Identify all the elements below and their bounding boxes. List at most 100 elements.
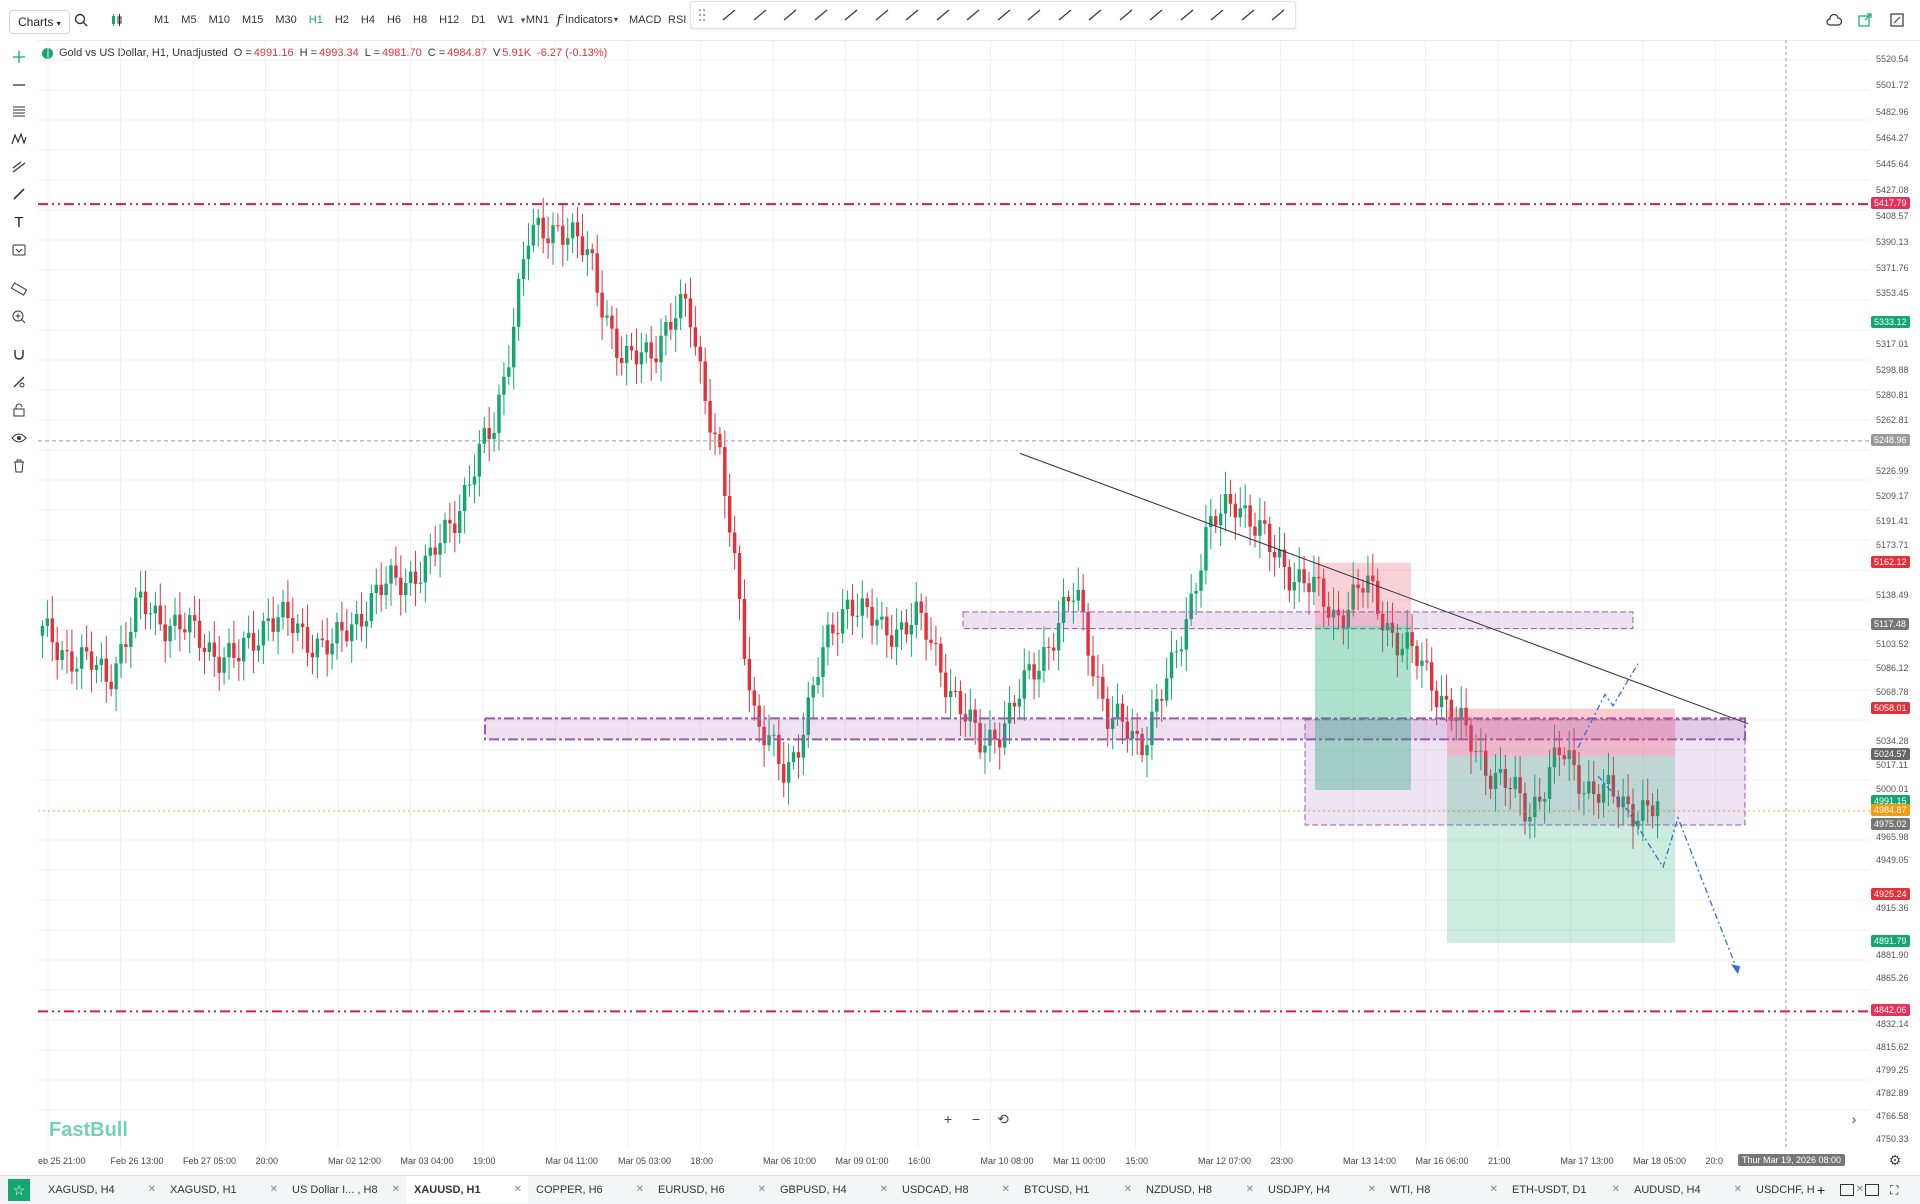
fullscreen-exit-icon[interactable] [1886, 9, 1908, 31]
timeframe-more-icon[interactable]: ▾ [520, 14, 526, 25]
symbol-tab[interactable]: WTI, H8 ✕ [1382, 1176, 1504, 1203]
draw-lock-icon[interactable] [8, 371, 30, 393]
symbol-tab[interactable]: USDJPY, H4 ✕ [1260, 1176, 1382, 1203]
circle-icon[interactable] [1118, 7, 1134, 23]
timeframe-m10[interactable]: M10 [208, 14, 230, 26]
price-axis[interactable]: 5520.54 5501.72 5482.96 5464.27 5445.64 5427.… [1870, 40, 1920, 1150]
symbol-tab[interactable]: XAGUSD, H4 ✕ [40, 1176, 162, 1203]
crosshair-icon[interactable] [8, 46, 30, 68]
chart-settings-icon[interactable]: ⚙ [1888, 1151, 1902, 1168]
add-tab-icon[interactable]: + [1817, 1182, 1826, 1198]
text-icon[interactable] [965, 7, 981, 23]
close-tab-icon[interactable]: ✕ [1611, 1184, 1620, 1195]
close-tab-icon[interactable]: ✕ [1123, 1184, 1132, 1195]
close-tab-icon[interactable]: ✕ [1855, 1184, 1864, 1195]
ruler-icon[interactable] [8, 278, 30, 300]
indicators-icon[interactable]: f [556, 12, 562, 28]
pattern-icon[interactable] [8, 128, 30, 150]
symbol-tab[interactable]: AUDUSD, H4 ✕ [1626, 1176, 1748, 1203]
symbol-tab[interactable]: ETH-USDT, D1 ✕ [1504, 1176, 1626, 1203]
scroll-right-icon[interactable]: › [1851, 1111, 1857, 1127]
path-icon[interactable] [1087, 7, 1103, 23]
horizontal-line-icon[interactable] [721, 7, 737, 23]
indicators-button[interactable]: Indicators [565, 14, 613, 26]
arrow-icon[interactable] [1057, 7, 1073, 23]
close-tab-icon[interactable]: ✕ [1001, 1184, 1010, 1195]
timeframe-h8[interactable]: H8 [413, 14, 428, 26]
dollar-icon[interactable] [1270, 7, 1286, 23]
brush-icon[interactable] [843, 7, 859, 23]
timeframe-d1[interactable]: D1 [471, 14, 486, 26]
macd-button[interactable]: MACD [629, 14, 662, 26]
rectangle-icon[interactable] [813, 7, 829, 23]
timeframe-mn1[interactable]: MN1 [525, 14, 550, 26]
close-tab-icon[interactable]: ✕ [391, 1184, 400, 1195]
pattern-icon[interactable] [1209, 7, 1225, 23]
reset-zoom-icon[interactable]: ⟲ [997, 1110, 1009, 1127]
favorite-star-icon[interactable]: ☆ [8, 1179, 30, 1201]
trash-icon[interactable] [8, 455, 30, 477]
channel-icon[interactable] [1179, 7, 1195, 23]
close-tab-icon[interactable]: ✕ [1367, 1184, 1376, 1195]
timeframe-m5[interactable]: M5 [181, 14, 197, 26]
timeframe-h4[interactable]: H4 [360, 14, 375, 26]
fib-icon[interactable] [904, 7, 920, 23]
close-tab-icon[interactable]: ✕ [1733, 1184, 1742, 1195]
close-tab-icon[interactable]: ✕ [1245, 1184, 1254, 1195]
cloud-icon[interactable] [1823, 9, 1845, 31]
symbol-tab[interactable]: USDCHF, H ✕ [1748, 1176, 1870, 1203]
symbol-tab[interactable]: BTCUSD, H1 ✕ [1016, 1176, 1138, 1203]
symbol-tab[interactable]: US Dollar I... , H8 ✕ [284, 1176, 406, 1203]
note-icon[interactable] [8, 239, 30, 261]
ray-icon[interactable] [1148, 7, 1164, 23]
symbol-tab[interactable]: EURUSD, H6 ✕ [650, 1176, 772, 1203]
window-icon[interactable] [1865, 1184, 1879, 1196]
symbol-tab[interactable]: XAUUSD, H1 ✕ [406, 1176, 528, 1203]
close-tab-icon[interactable]: ✕ [635, 1184, 644, 1195]
symbol-tab[interactable]: NZDUSD, H8 ✕ [1138, 1176, 1260, 1203]
symbol-tab[interactable]: GBPUSD, H4 ✕ [772, 1176, 894, 1203]
symbol-tab[interactable]: COPPER, H6 ✕ [528, 1176, 650, 1203]
symbol-tab[interactable]: XAGUSD, H1 ✕ [162, 1176, 284, 1203]
timeframe-m1[interactable]: M1 [154, 14, 170, 26]
close-tab-icon[interactable]: ✕ [879, 1184, 888, 1195]
trend-line-icon[interactable] [782, 7, 798, 23]
zoom-in-icon[interactable] [8, 306, 30, 328]
fib-fan-icon[interactable] [935, 7, 951, 23]
timeframe-h6[interactable]: H6 [386, 14, 402, 26]
zoom-in-icon[interactable]: + [943, 1111, 953, 1127]
fullscreen-icon[interactable]: ⛶ [1890, 1183, 1899, 1197]
timeframe-h1[interactable]: H1 [308, 14, 323, 26]
magnet-icon[interactable] [8, 343, 30, 365]
timeframe-w1[interactable]: W1 [497, 14, 514, 26]
brush-icon[interactable] [8, 183, 30, 205]
close-tab-icon[interactable]: ✕ [757, 1184, 766, 1195]
price-note-icon[interactable] [1240, 7, 1256, 23]
timeframe-h12[interactable]: H12 [439, 14, 460, 26]
layout-icon[interactable] [1840, 1184, 1854, 1196]
chart-type-icon[interactable] [106, 9, 128, 31]
timeframe-h2[interactable]: H2 [334, 14, 349, 26]
timeframe-m15[interactable]: M15 [241, 14, 264, 26]
pitchfork-icon[interactable] [996, 7, 1012, 23]
close-tab-icon[interactable]: ✕ [513, 1184, 522, 1195]
parallel-channel-icon[interactable] [874, 7, 890, 23]
rsi-button[interactable]: RSI [668, 14, 687, 26]
search-icon[interactable] [70, 9, 92, 31]
close-tab-icon[interactable]: ✕ [269, 1184, 278, 1195]
fib-retracement-icon[interactable] [8, 100, 30, 122]
eye-icon[interactable] [8, 427, 30, 449]
close-tab-icon[interactable]: ✕ [147, 1184, 156, 1195]
gann-icon[interactable] [1026, 7, 1042, 23]
zoom-out-icon[interactable]: − [971, 1111, 981, 1127]
export-icon[interactable] [1854, 9, 1876, 31]
close-tab-icon[interactable]: ✕ [1489, 1184, 1498, 1195]
time-axis[interactable]: eb 25 21:00 Feb 26 13:00 Feb 27 05:00 20:00… [38, 1152, 1870, 1172]
vertical-line-icon[interactable] [752, 7, 768, 23]
charts-menu-button[interactable]: Charts ▾ [9, 10, 70, 34]
horizontal-line-icon[interactable] [8, 74, 30, 96]
lock-icon[interactable] [8, 399, 30, 421]
timeframe-m30[interactable]: M30 [275, 14, 297, 26]
trend-tool-icon[interactable] [8, 156, 30, 178]
price-chart[interactable] [38, 40, 1870, 1150]
